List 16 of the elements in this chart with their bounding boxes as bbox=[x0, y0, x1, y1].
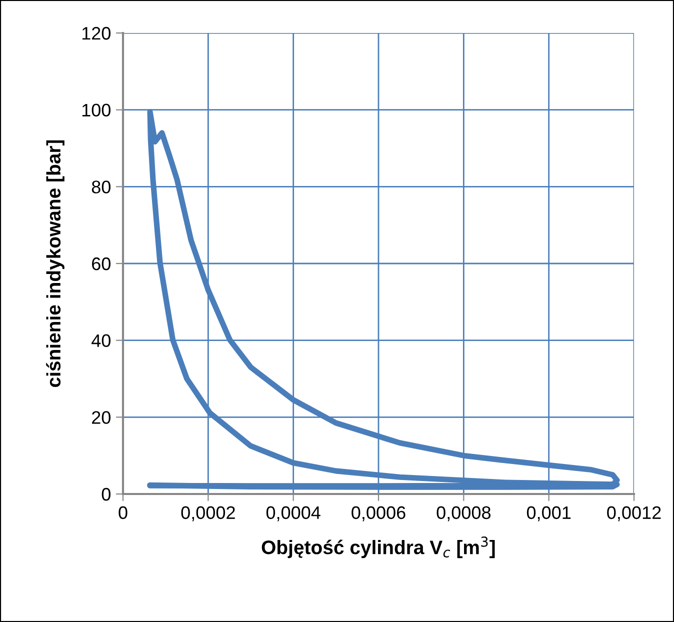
x-tick-label: 0,001 bbox=[526, 506, 571, 522]
y-tick-label: 0 bbox=[102, 488, 110, 501]
x-tick-label: 0,0008 bbox=[436, 506, 490, 522]
y-tick-label: 60 bbox=[92, 257, 110, 270]
y-tick-label: 20 bbox=[92, 411, 110, 424]
y-tick-label: 40 bbox=[92, 334, 110, 348]
x-tick-label: 0,0012 bbox=[607, 506, 661, 522]
x-tick-label: 0,0004 bbox=[266, 506, 320, 522]
x-tick-label: 0,0006 bbox=[352, 506, 406, 522]
y-tick-label: 100 bbox=[82, 104, 110, 117]
y-tick-label: 80 bbox=[92, 180, 110, 194]
y-axis-title: ciśnienie indykowane [bar] bbox=[46, 140, 64, 387]
x-axis-title: Objętość cylindra V$_{c}$ [m$^{3}$] bbox=[262, 536, 495, 558]
y-tick-label: 120 bbox=[82, 26, 110, 40]
x-tick-label: 0,0002 bbox=[181, 506, 235, 522]
x-tick-label: 0 bbox=[118, 506, 128, 520]
